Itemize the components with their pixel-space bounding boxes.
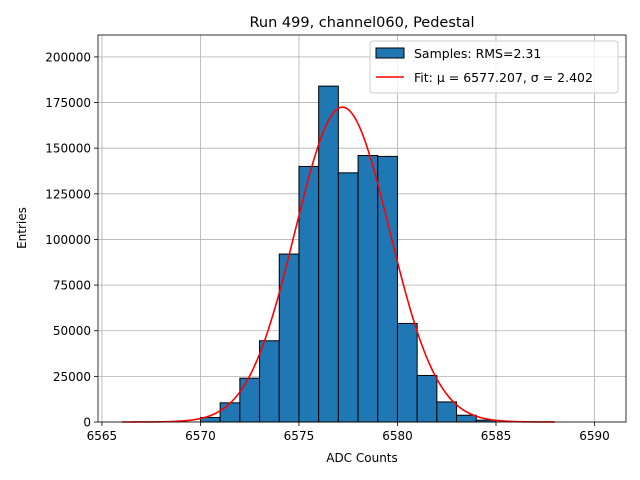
legend: Samples: RMS=2.31 Fit: μ = 6577.207, σ =… bbox=[369, 40, 619, 94]
histogram-bar bbox=[456, 414, 477, 423]
fit-curve-layer bbox=[121, 106, 556, 423]
legend-fit-label: Fit: μ = 6577.207, σ = 2.402 bbox=[414, 70, 593, 85]
y-tick-label: 200000 bbox=[45, 50, 91, 64]
y-tick-label: 150000 bbox=[45, 142, 91, 156]
y-axis-label: Entries bbox=[15, 207, 29, 249]
legend-hist-swatch bbox=[375, 47, 405, 59]
histogram-bar bbox=[239, 377, 261, 423]
x-tick-label: 6580 bbox=[382, 429, 413, 443]
plot-frame bbox=[97, 34, 627, 423]
x-tick-label: 6570 bbox=[185, 429, 216, 443]
histogram-bars bbox=[199, 85, 497, 423]
axis-ticks: 6565 6570 6575 6580 6585 6590 0 25000 50000 75000… bbox=[45, 50, 610, 443]
x-axis-label: ADC Counts bbox=[326, 451, 398, 465]
legend-box bbox=[369, 40, 619, 94]
chart-title: Run 499, channel060, Pedestal bbox=[249, 15, 474, 31]
x-tick-label: 6575 bbox=[284, 429, 315, 443]
y-tick-label: 175000 bbox=[45, 96, 91, 110]
x-tick-label: 6565 bbox=[87, 429, 118, 443]
x-tick-label: 6590 bbox=[579, 429, 610, 443]
y-tick-label: 0 bbox=[83, 416, 91, 430]
legend-hist-label: Samples: RMS=2.31 bbox=[414, 46, 541, 61]
x-tick-label: 6585 bbox=[481, 429, 512, 443]
histogram-bar bbox=[396, 322, 418, 423]
y-tick-label: 100000 bbox=[45, 233, 91, 247]
y-tick-label: 125000 bbox=[45, 187, 91, 201]
histogram-bar bbox=[337, 172, 359, 423]
y-tick-label: 50000 bbox=[53, 324, 91, 338]
gaussian-fit-curve bbox=[121, 106, 556, 423]
y-tick-label: 75000 bbox=[53, 279, 91, 293]
histogram-bar bbox=[219, 402, 241, 423]
histogram-bar bbox=[357, 154, 379, 423]
histogram-bar bbox=[416, 374, 438, 423]
y-tick-label: 25000 bbox=[53, 370, 91, 384]
histogram-bar bbox=[259, 340, 280, 423]
histogram-bar bbox=[436, 401, 458, 423]
